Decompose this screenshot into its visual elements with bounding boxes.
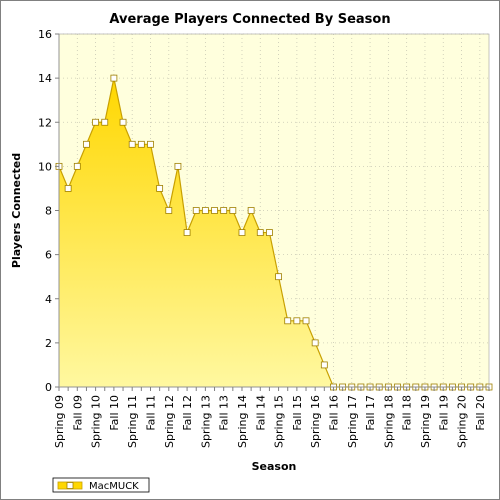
- y-tick-label: 6: [45, 249, 52, 262]
- y-tick-label: 10: [38, 160, 52, 173]
- chart-title: Average Players Connected By Season: [109, 12, 390, 27]
- y-tick-label: 2: [45, 337, 52, 350]
- x-tick-label: Fall 18: [401, 395, 414, 431]
- x-tick-label: Spring 12: [163, 395, 176, 448]
- series-area-fill: [59, 78, 489, 387]
- x-tick-label: Spring 13: [199, 395, 212, 448]
- data-point-marker: [137, 140, 145, 148]
- x-tick-label: Fall 09: [71, 395, 84, 431]
- data-point-marker: [147, 140, 154, 148]
- data-point-marker: [92, 118, 99, 126]
- y-tick-label: 4: [45, 293, 52, 306]
- data-point-marker: [302, 317, 310, 325]
- data-point-marker: [156, 185, 164, 192]
- data-point-marker: [192, 207, 200, 214]
- data-point-marker: [266, 229, 273, 236]
- x-axis-ticks: Spring 09 Fall 09 Spring 10 Fall 10 Spring 1…: [53, 387, 490, 448]
- y-tick-label: 8: [45, 205, 52, 218]
- data-point-marker: [229, 207, 237, 214]
- data-point-marker: [119, 118, 127, 126]
- data-point-marker: [275, 273, 282, 281]
- x-tick-label: Fall 14: [254, 395, 267, 431]
- y-tick-label: 0: [45, 381, 52, 394]
- data-point-marker: [238, 229, 246, 236]
- data-point-marker: [73, 162, 81, 170]
- x-tick-label: Fall 12: [181, 395, 194, 431]
- data-point-marker: [183, 229, 191, 236]
- x-tick-label: Spring 16: [309, 395, 322, 448]
- x-tick-label: Spring 14: [236, 395, 249, 448]
- x-tick-label: Fall 19: [437, 395, 450, 431]
- data-point-marker: [247, 207, 255, 214]
- x-tick-label: Spring 11: [126, 395, 139, 448]
- y-tick-label: 16: [38, 28, 52, 41]
- data-point-marker: [220, 207, 228, 214]
- data-point-marker: [83, 140, 90, 148]
- data-point-marker: [284, 317, 292, 325]
- data-point-marker: [101, 118, 109, 126]
- x-tick-label: Spring 20: [456, 395, 469, 448]
- data-point-marker: [293, 317, 301, 325]
- legend-label: MacMUCK: [89, 481, 139, 492]
- x-tick-label: Spring 15: [273, 395, 286, 448]
- data-point-marker: [311, 339, 319, 347]
- data-point-marker: [128, 140, 136, 148]
- legend-marker: [66, 482, 74, 489]
- data-point-marker: [201, 207, 209, 214]
- data-point-marker: [211, 207, 218, 214]
- x-tick-label: Fall 17: [364, 395, 377, 431]
- x-tick-label: Fall 13: [218, 395, 231, 431]
- data-point-marker: [165, 207, 173, 214]
- x-tick-label: Spring 09: [53, 395, 66, 448]
- y-tick-label: 12: [38, 116, 52, 129]
- data-point-marker: [174, 162, 182, 170]
- x-tick-label: Fall 16: [327, 395, 340, 431]
- data-point-marker: [256, 229, 264, 236]
- x-tick-label: Fall 15: [291, 395, 304, 431]
- x-tick-label: Fall 10: [108, 395, 121, 431]
- x-axis-title: Season: [252, 460, 297, 473]
- x-tick-label: Fall 20: [474, 395, 487, 431]
- x-tick-label: Spring 10: [90, 395, 103, 448]
- x-tick-label: Fall 11: [144, 395, 157, 431]
- y-axis-ticks: 0 2 4 6 8 10 12 14 16: [38, 28, 59, 394]
- y-axis-title: Players Connected: [10, 153, 23, 268]
- x-tick-label: Spring 19: [419, 395, 432, 448]
- data-point-marker: [320, 361, 328, 369]
- x-tick-label: Spring 17: [346, 395, 359, 448]
- y-tick-label: 14: [38, 72, 52, 85]
- data-point-marker: [110, 74, 118, 82]
- legend: MacMUCK: [52, 477, 150, 493]
- x-tick-label: Spring 18: [382, 395, 395, 448]
- data-point-marker: [64, 185, 72, 192]
